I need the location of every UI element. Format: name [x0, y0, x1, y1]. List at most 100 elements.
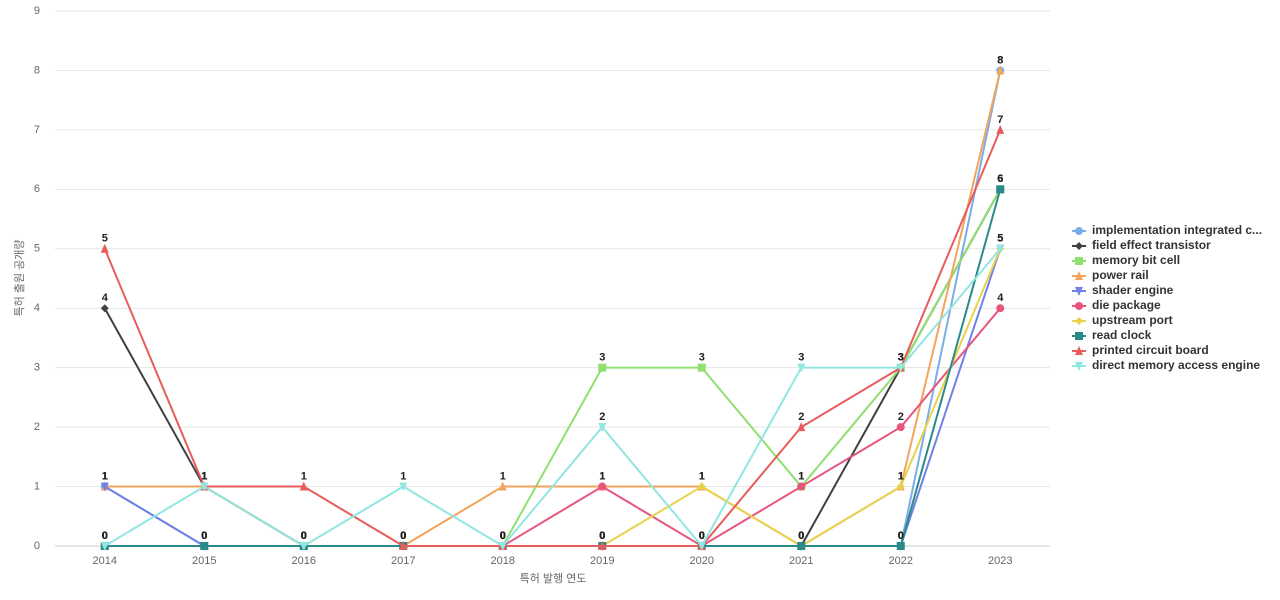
- data-label: 6: [997, 173, 1003, 185]
- point: [896, 482, 905, 491]
- data-label: 1: [798, 470, 804, 482]
- legend-label: die package: [1092, 298, 1161, 312]
- data-label: 0: [599, 530, 605, 542]
- data-label: 0: [201, 530, 207, 542]
- legend-item: upstream port: [1072, 313, 1173, 327]
- legend-label: memory bit cell: [1092, 253, 1180, 267]
- data-label: 0: [301, 530, 307, 542]
- line: [104, 248, 1002, 547]
- point: [598, 482, 607, 491]
- y-tick-label: 0: [34, 540, 40, 552]
- data-label: 3: [599, 352, 605, 364]
- legend-item: memory bit cell: [1072, 253, 1180, 267]
- data-label: 0: [699, 530, 705, 542]
- point: [498, 481, 507, 491]
- point: [1075, 346, 1083, 355]
- data-label: 2: [599, 411, 605, 423]
- point: [100, 304, 109, 313]
- data-label: 0: [102, 530, 108, 542]
- data-label: 0: [301, 530, 307, 542]
- data-label: 0: [102, 530, 108, 542]
- data-label: 0: [201, 530, 207, 542]
- data-label: 1: [699, 470, 705, 482]
- legend-label: read clock: [1092, 328, 1152, 342]
- legend-label: shader engine: [1092, 283, 1174, 297]
- data-label: 1: [102, 470, 108, 482]
- point: [697, 482, 706, 491]
- point: [896, 423, 905, 432]
- y-tick-label: 3: [34, 362, 40, 374]
- data-label: 0: [201, 530, 207, 542]
- point: [996, 244, 1005, 254]
- point: [200, 542, 209, 550]
- point: [697, 542, 706, 551]
- data-label: 0: [898, 530, 904, 542]
- data-label: 0: [400, 530, 406, 542]
- data-label: 0: [798, 530, 804, 542]
- data-label: 0: [400, 530, 406, 542]
- data-label: 0: [599, 530, 605, 542]
- data-label: 0: [301, 530, 307, 542]
- y-tick-label: 1: [34, 480, 40, 492]
- point: [996, 65, 1005, 75]
- y-axis-label: 특허 출원 공개량: [13, 240, 26, 317]
- point: [996, 124, 1005, 134]
- data-label: 6: [997, 173, 1003, 185]
- data-label: 1: [699, 470, 705, 482]
- data-label: 0: [102, 530, 108, 542]
- data-label: 0: [500, 530, 506, 542]
- point: [1075, 332, 1083, 340]
- data-label: 1: [599, 470, 605, 482]
- data-label: 3: [898, 352, 904, 364]
- point: [797, 482, 806, 491]
- point: [399, 482, 408, 492]
- point: [797, 422, 806, 432]
- data-label: 1: [898, 470, 904, 482]
- data-label: 0: [301, 530, 307, 542]
- data-label: 0: [102, 530, 108, 542]
- data-label: 0: [201, 530, 207, 542]
- point: [100, 542, 109, 551]
- data-label: 0: [400, 530, 406, 542]
- data-label: 2: [798, 411, 804, 423]
- data-label: 0: [798, 530, 804, 542]
- data-label: 1: [102, 470, 108, 482]
- x-tick-label: 2019: [590, 555, 614, 567]
- legend-item: shader engine: [1072, 283, 1174, 297]
- point: [896, 363, 905, 373]
- data-label: 0: [699, 530, 705, 542]
- x-tick-label: 2020: [690, 555, 714, 567]
- legend-label: power rail: [1092, 268, 1149, 282]
- legend-item: die package: [1072, 298, 1161, 312]
- y-tick-label: 9: [34, 5, 40, 17]
- data-label: 0: [599, 530, 605, 542]
- data-label: 0: [301, 530, 307, 542]
- data-label: 3: [898, 352, 904, 364]
- point: [996, 304, 1005, 313]
- data-label: 4: [102, 292, 109, 304]
- point: [299, 542, 308, 551]
- data-label: 1: [201, 470, 207, 482]
- data-label: 6: [997, 173, 1003, 185]
- line: [103, 129, 1002, 547]
- data-label: 0: [400, 530, 406, 542]
- x-tick-label: 2023: [988, 555, 1012, 567]
- point: [100, 482, 109, 492]
- x-tick-label: 2021: [789, 555, 813, 567]
- x-tick-label: 2018: [491, 555, 515, 567]
- data-label: 0: [500, 530, 506, 542]
- data-label: 0: [898, 530, 904, 542]
- legend-item: direct memory access engine: [1072, 358, 1260, 372]
- data-label: 3: [898, 352, 904, 364]
- data-label: 1: [798, 470, 804, 482]
- data-label: 0: [301, 530, 307, 542]
- data-label: 0: [301, 530, 307, 542]
- data-label: 0: [301, 530, 307, 542]
- data-label: 0: [400, 530, 406, 542]
- point: [1075, 317, 1083, 325]
- data-label: 0: [798, 530, 804, 542]
- data-label: 1: [201, 470, 207, 482]
- point: [299, 481, 308, 491]
